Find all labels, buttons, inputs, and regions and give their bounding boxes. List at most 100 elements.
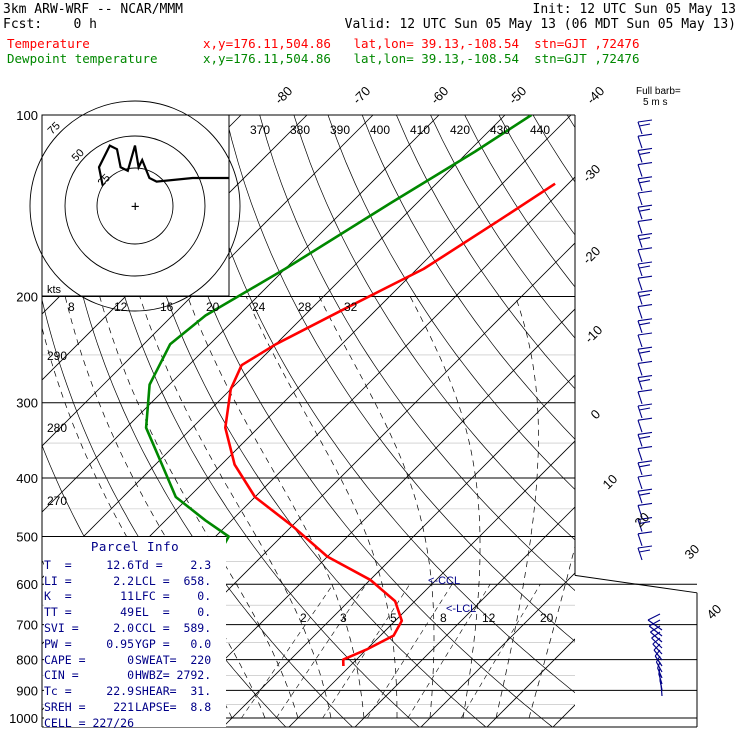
wind-barb [637,531,653,546]
wind-barb-staff [637,476,643,490]
isotherm-line [156,308,575,727]
wind-barb [637,431,653,447]
wind-barb-flag [637,474,653,478]
pressure-label: 900 [16,683,38,698]
isotherm-line [42,115,506,579]
wind-barb-staff [637,363,643,376]
parcel-info-value: TT = 49 [44,605,135,620]
dry-adiabat-line [532,115,575,183]
wind-barb-flag [637,119,653,123]
wind-barb-flag [637,431,653,435]
wind-barbs [637,119,663,697]
hodograph-ring [29,100,241,312]
parcel-info-row: SREH = 221 LAPSE= 8.8 [44,700,226,716]
wind-barb [637,147,653,163]
wind-barb-flag [637,460,653,464]
wind-barb-staff [637,306,643,319]
temperature-legend-info: x,y=176.11,504.86 lat,lon= 39.13,-108.54… [203,36,640,51]
parcel-info-value: SWEAT= 220 [135,652,212,667]
mixing-ratio-line [276,584,367,719]
dry-adiabat-line [293,115,575,541]
wind-barb-flag [655,655,661,663]
wind-barb-flag [637,332,653,336]
wind-barb-staff [637,491,643,504]
wind-barb-flag [639,180,651,184]
parcel-info-row: K = 11 LFC = 0. [44,589,226,605]
parcel-info-value: CCL = 589. [135,620,212,635]
wind-barb-staff [637,377,643,390]
theta-label: 390 [330,123,350,137]
wind-barb-staff [637,391,643,404]
wind-barb [637,460,653,475]
wind-barb-staff [637,263,643,277]
theta-label: 410 [410,123,430,137]
isotherm-line [420,572,575,727]
parcel-info-value: LAPSE= 8.8 [135,699,212,714]
dry-adiabat-line [156,115,553,727]
wind-barb-flag [639,350,651,354]
theta-label: 280 [47,421,67,435]
wind-barb-staff [637,121,643,135]
isotherm-line [486,638,575,727]
wind-barb [637,275,653,291]
wind-barb-flag [637,275,653,279]
wind-barb-staff [660,685,663,697]
wind-barb-staff [637,278,643,291]
wind-barb-staff [637,136,643,149]
wind-barb [637,346,653,362]
pressure-label: 400 [16,471,38,486]
parcel-info-value: LFC = 0. [135,589,212,604]
theta-label: 420 [450,123,470,137]
hodograph-axis-label: 20 [206,300,220,314]
wind-barb-flag [637,488,653,492]
wind-barb-staff [637,420,643,433]
dewpoint-legend-info: x,y=176.11,504.86 lat,lon= 39.13,-108.54… [203,51,640,66]
dry-adiabat-line [361,115,575,440]
hodograph-ring [64,135,206,277]
wind-barb [637,545,653,561]
parcel-info-value: SVI = 2.0 [44,620,135,635]
wind-barb-flag [658,667,661,675]
isotherm-line [288,440,575,727]
dry-adiabat-line [396,115,575,390]
isotherm-label: 0 [588,406,604,422]
isotherm-label: -70 [350,83,374,107]
theta-label: 380 [290,123,310,137]
hodograph-axis-label: 16 [160,300,174,314]
wind-barb [637,247,653,262]
ccl-label: <-CCL [428,575,460,587]
wind-barb [637,332,653,348]
hodograph-kts-label: kts [47,284,62,296]
wind-barb-flag [652,637,661,645]
wind-barb-flag [654,649,661,657]
wind-barb [637,133,653,149]
wind-barb-staff [637,519,643,532]
wind-barb-flag [648,619,661,627]
wind-barb-staff [637,292,643,305]
isotherm-line [552,704,575,727]
hodograph-axis-label: 12 [114,300,128,314]
wind-barb-flag [639,435,651,439]
wind-barb-flag [637,531,653,535]
wind-barb-flag [637,247,653,251]
wind-barb [637,389,653,404]
wind-barb-flag [639,123,651,127]
parcel-info-row: TT = 49 EL = 0. [44,605,226,621]
parcel-info-value: CELL = 227/26 [44,715,135,730]
mixing-ratio-group [241,584,541,719]
wind-barb-staff [637,405,643,419]
theta-label: 430 [490,123,510,137]
wind-barb-flag [639,237,651,241]
wind-barb [637,190,653,206]
wind-barb [637,375,653,390]
wind-barb-flag [637,403,653,407]
parcel-info-panel: Parcel Info T = 12.6 Td = 2.3 LI = 2.2 LCL … [44,537,226,730]
dry-adiabat-line [259,115,575,591]
dewpoint-legend-label: Dewpoint temperature [7,51,158,66]
theta-label: 440 [530,123,550,137]
wind-barb-flag [637,517,653,521]
plot-right-border [574,574,698,594]
pressure-label: 700 [16,618,38,633]
